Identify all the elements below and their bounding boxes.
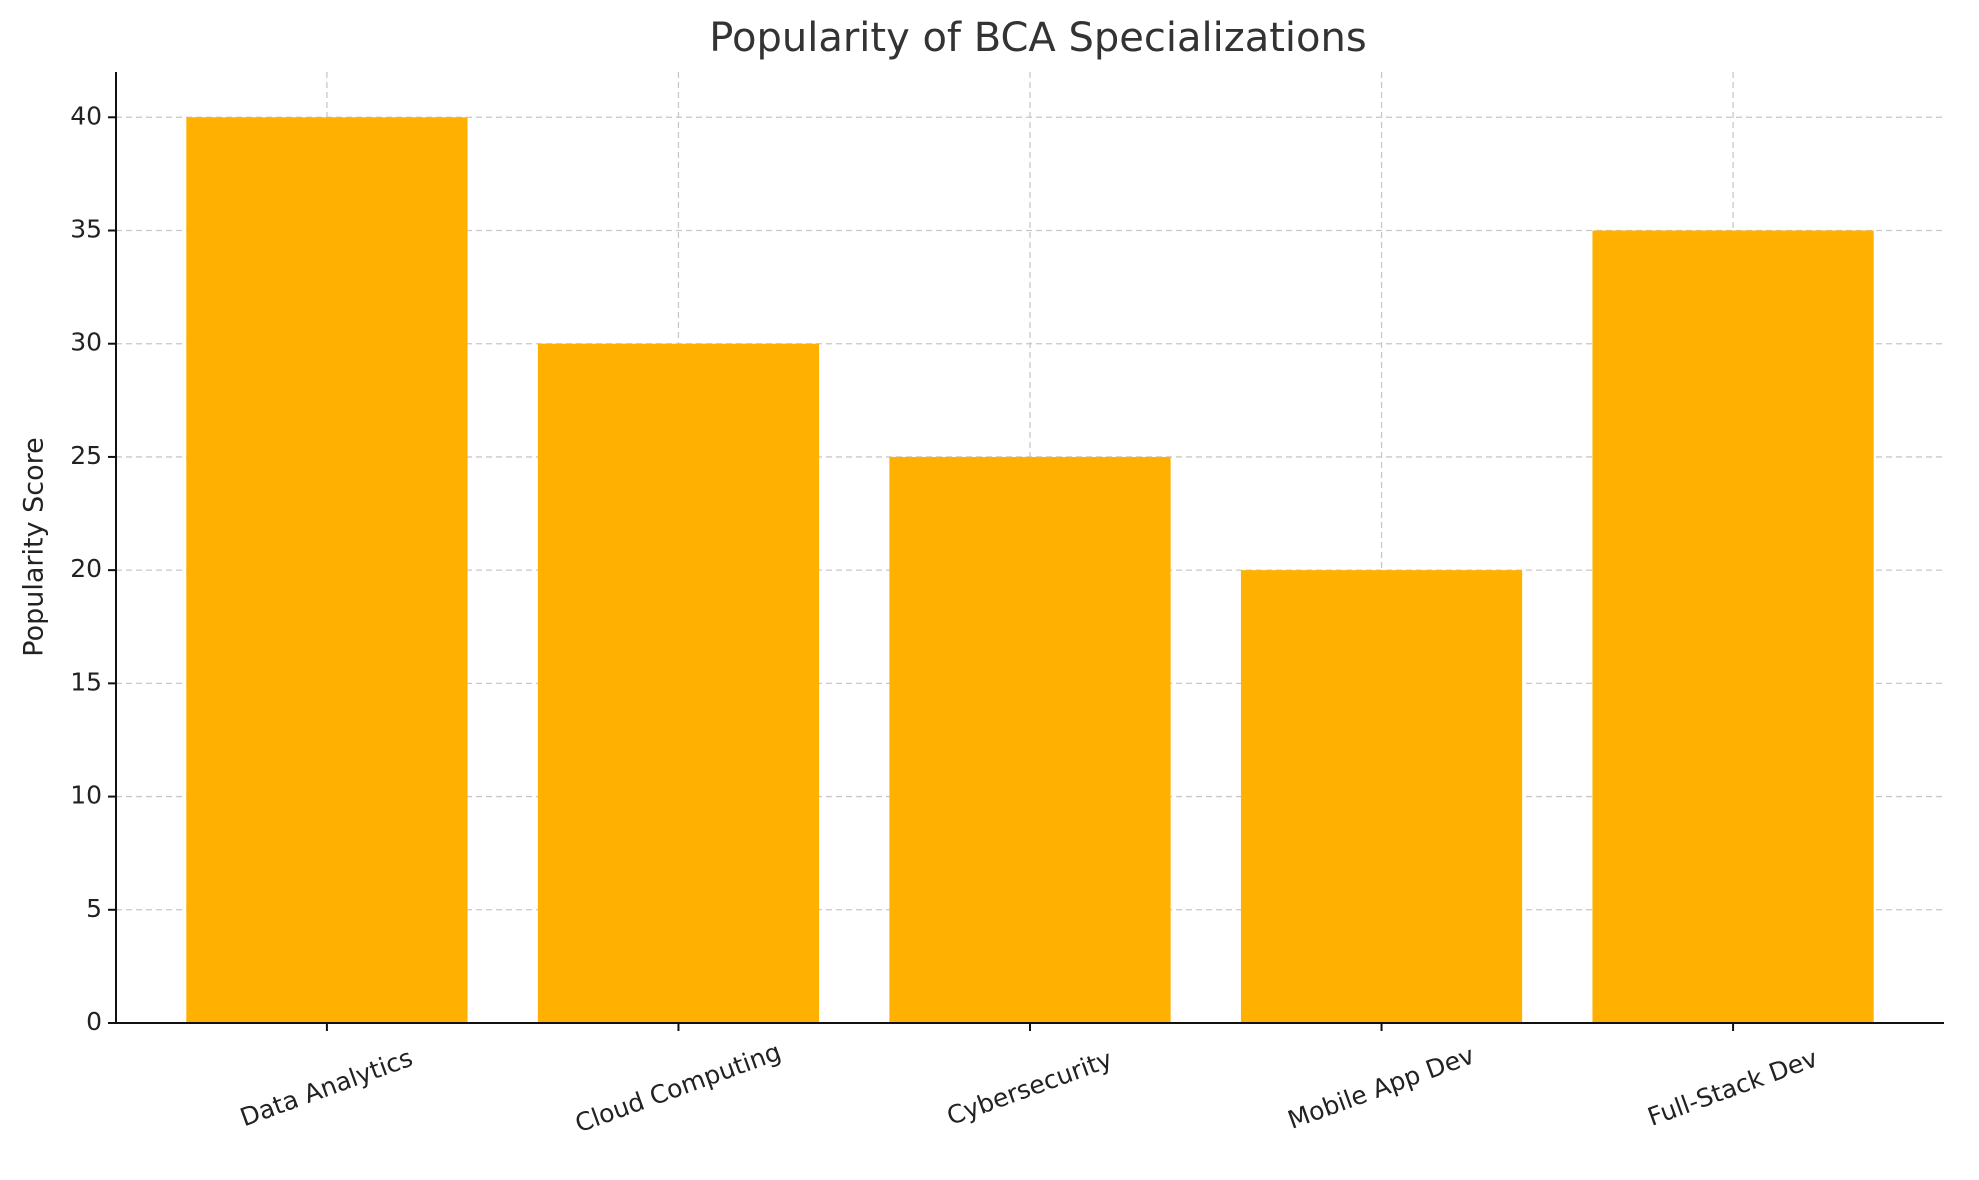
y-tick-label: 10 [70, 781, 102, 810]
y-tick-label: 5 [86, 894, 102, 923]
x-tick-label: Cloud Computing [571, 1037, 784, 1138]
x-tick-label: Full-Stack Dev [1644, 1043, 1822, 1131]
y-axis-label: Popularity Score [19, 437, 50, 657]
bar [537, 343, 820, 1023]
x-tick-label: Data Analytics [236, 1043, 416, 1132]
x-tick-label: Cybersecurity [943, 1044, 1116, 1131]
bar [889, 456, 1171, 1023]
y-tick-label: 35 [70, 215, 102, 244]
y-tick-label: 25 [70, 441, 102, 470]
y-tick-label: 0 [86, 1007, 102, 1036]
bar [186, 117, 468, 1024]
x-tick-label: Mobile App Dev [1284, 1040, 1478, 1134]
bar [1592, 230, 1874, 1023]
y-tick-label: 30 [70, 328, 102, 357]
y-tick-label: 40 [70, 101, 102, 130]
chart-title: Popularity of BCA Specializations [709, 15, 1366, 61]
y-tick-label: 15 [70, 667, 102, 696]
y-tick-label: 20 [70, 554, 102, 583]
bar [1240, 570, 1523, 1023]
